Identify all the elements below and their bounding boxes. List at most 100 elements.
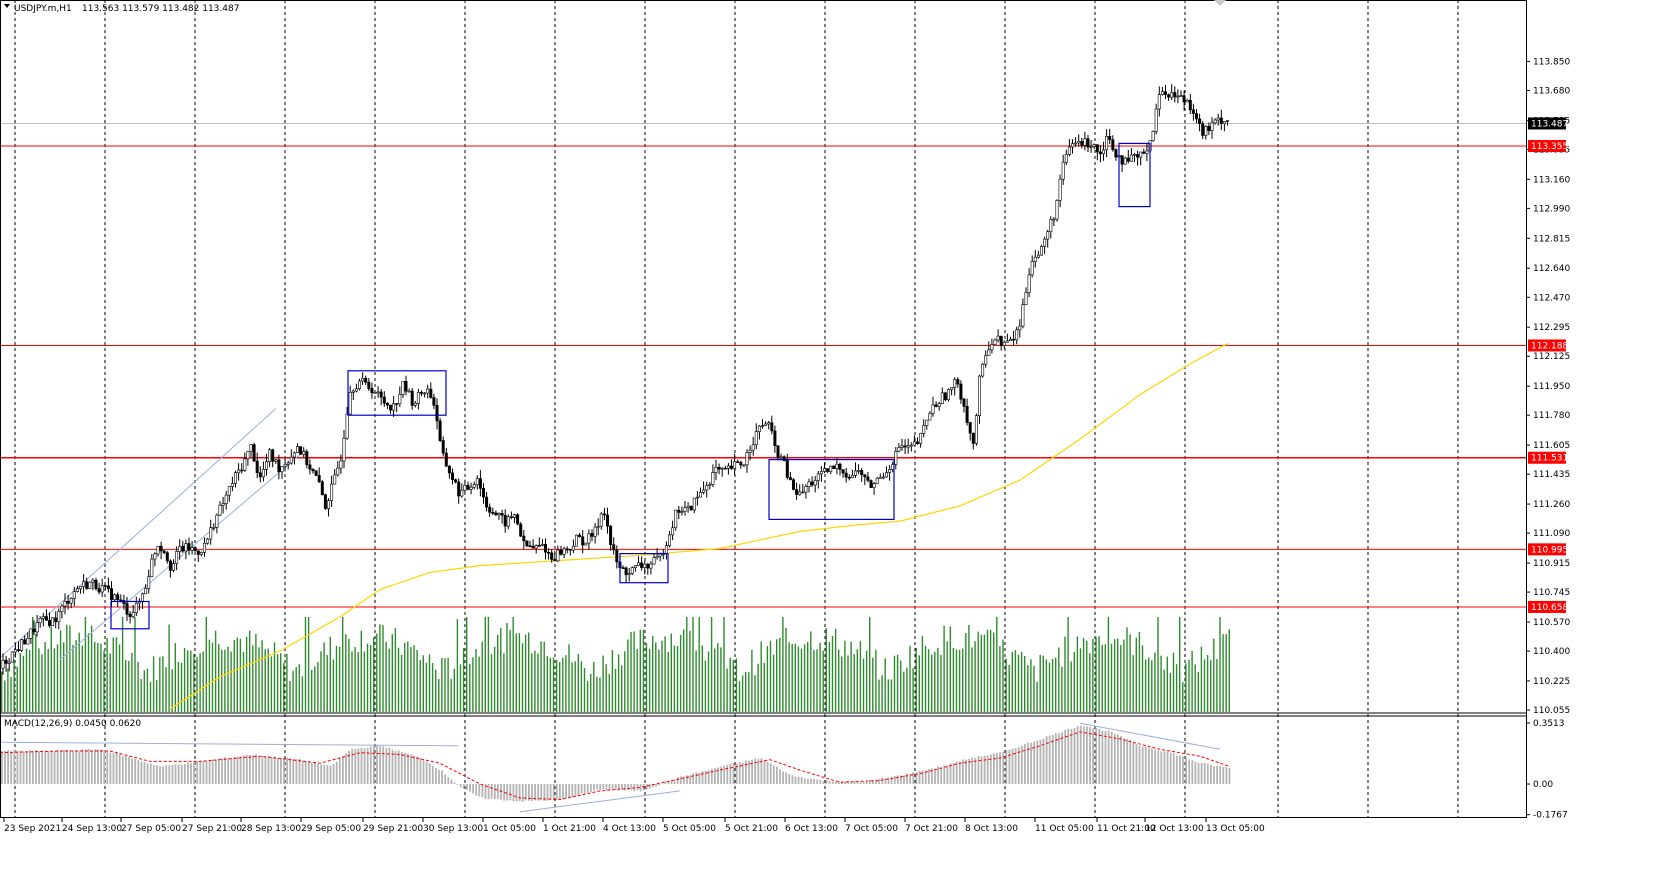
macd-histogram-bar bbox=[1191, 760, 1194, 784]
volume-bar bbox=[952, 648, 955, 712]
macd-histogram-bar bbox=[1104, 730, 1107, 784]
macd-histogram-bar bbox=[143, 762, 146, 784]
macd-histogram-bar bbox=[224, 757, 226, 784]
macd-histogram-bar bbox=[159, 766, 161, 784]
candle-body bbox=[940, 392, 944, 404]
macd-histogram-bar bbox=[562, 784, 564, 800]
volume-bar bbox=[1076, 636, 1079, 712]
macd-histogram-bar bbox=[190, 763, 192, 784]
candle-body bbox=[181, 546, 185, 552]
macd-histogram-bar bbox=[983, 755, 986, 784]
volume-bar bbox=[559, 662, 561, 712]
volume-bar bbox=[971, 647, 973, 712]
macd-histogram-bar bbox=[400, 752, 403, 784]
candle-body bbox=[1098, 151, 1102, 155]
macd-histogram-bar bbox=[590, 784, 592, 792]
volume-bar bbox=[1157, 617, 1159, 712]
volume-bar bbox=[431, 663, 434, 712]
candle-body bbox=[196, 550, 200, 555]
macd-histogram-bar bbox=[397, 750, 400, 784]
volume-bar bbox=[884, 658, 886, 712]
candle-body bbox=[1074, 142, 1078, 145]
candle-body bbox=[832, 465, 836, 470]
volume-bar bbox=[599, 677, 601, 712]
volume-bar bbox=[56, 644, 59, 712]
candle-body bbox=[990, 344, 994, 351]
price-tick-label: 110.915 bbox=[1533, 559, 1570, 569]
candle-body bbox=[497, 513, 501, 516]
candle-body bbox=[906, 445, 910, 448]
candle-body bbox=[745, 452, 749, 466]
volume-bar bbox=[280, 653, 282, 712]
macd-histogram-bar bbox=[850, 781, 853, 784]
macd-histogram-bar bbox=[131, 758, 133, 784]
candle-body bbox=[698, 492, 702, 498]
macd-histogram-bar bbox=[1024, 743, 1026, 784]
macd-histogram-bar bbox=[425, 761, 428, 784]
candle-body bbox=[1064, 154, 1068, 163]
volume-bar bbox=[993, 632, 995, 712]
dropdown-triangle-icon[interactable] bbox=[4, 4, 10, 8]
time-tick-label: 7 Oct 21:00 bbox=[905, 824, 958, 834]
price-tick-label: 111.605 bbox=[1533, 441, 1570, 451]
volume-bar bbox=[462, 648, 465, 712]
volume-bar bbox=[388, 648, 390, 712]
candle-body bbox=[292, 452, 296, 458]
macd-histogram-bar bbox=[807, 779, 809, 784]
candle-body bbox=[729, 465, 733, 469]
candle-body bbox=[1052, 218, 1056, 221]
candle-body bbox=[1160, 91, 1164, 95]
volume-bar bbox=[466, 617, 468, 712]
macd-histogram-bar bbox=[317, 764, 319, 784]
macd-histogram-bar bbox=[726, 765, 729, 784]
volume-bar bbox=[856, 649, 858, 712]
macd-histogram-bar bbox=[469, 784, 471, 792]
macd-histogram-bar bbox=[1228, 768, 1231, 784]
macd-histogram-bar bbox=[1135, 744, 1138, 784]
candle-body bbox=[571, 545, 575, 551]
volume-bar bbox=[1166, 656, 1168, 712]
macd-histogram-bar bbox=[342, 756, 344, 784]
volume-bar bbox=[769, 640, 772, 712]
candle-body bbox=[593, 526, 597, 537]
volume-bar bbox=[236, 637, 238, 712]
macd-histogram-bar bbox=[1222, 767, 1225, 784]
candle-body bbox=[605, 514, 609, 527]
time-tick-label: 7 Oct 05:00 bbox=[845, 824, 898, 834]
macd-histogram-bar bbox=[586, 784, 589, 793]
macd-histogram-bar bbox=[968, 758, 970, 784]
volume-bar bbox=[621, 665, 623, 712]
macd-histogram-bar bbox=[1175, 755, 1178, 784]
volume-bar bbox=[258, 647, 260, 712]
zone-rectangles[interactable] bbox=[110, 142, 1151, 630]
volume-bar bbox=[1073, 651, 1075, 712]
candle-body bbox=[1142, 151, 1146, 154]
volume-bar bbox=[794, 643, 796, 712]
macd-histogram-bar bbox=[1141, 746, 1144, 784]
price-tick-label: 112.125 bbox=[1533, 352, 1570, 362]
macd-title: MACD(12,26,9) 0.0450 0.0620 bbox=[4, 719, 141, 729]
macd-histogram-bar bbox=[714, 768, 716, 784]
candle-body bbox=[965, 405, 969, 423]
volume-bar bbox=[664, 636, 666, 712]
price-tick-label: 110.570 bbox=[1533, 618, 1570, 628]
candle-body bbox=[1191, 109, 1195, 114]
volume-bar bbox=[475, 649, 477, 712]
macd-histogram-bar bbox=[103, 750, 106, 784]
macd-histogram-bar bbox=[608, 784, 611, 790]
volume-bar bbox=[602, 655, 604, 712]
volume-bar bbox=[704, 660, 707, 712]
macd-histogram-bar bbox=[856, 782, 859, 784]
volume-bar bbox=[143, 670, 145, 712]
volume-bar bbox=[146, 668, 149, 712]
candle-body bbox=[271, 449, 275, 462]
time-tick-label: 11 Oct 05:00 bbox=[1035, 824, 1094, 834]
macd-histogram-bar bbox=[531, 784, 533, 801]
candle-body bbox=[91, 579, 95, 583]
macd-histogram-bar bbox=[707, 769, 710, 784]
candle-body bbox=[1129, 154, 1133, 162]
candle-body bbox=[798, 491, 802, 495]
macd-histogram-bar bbox=[552, 784, 555, 800]
